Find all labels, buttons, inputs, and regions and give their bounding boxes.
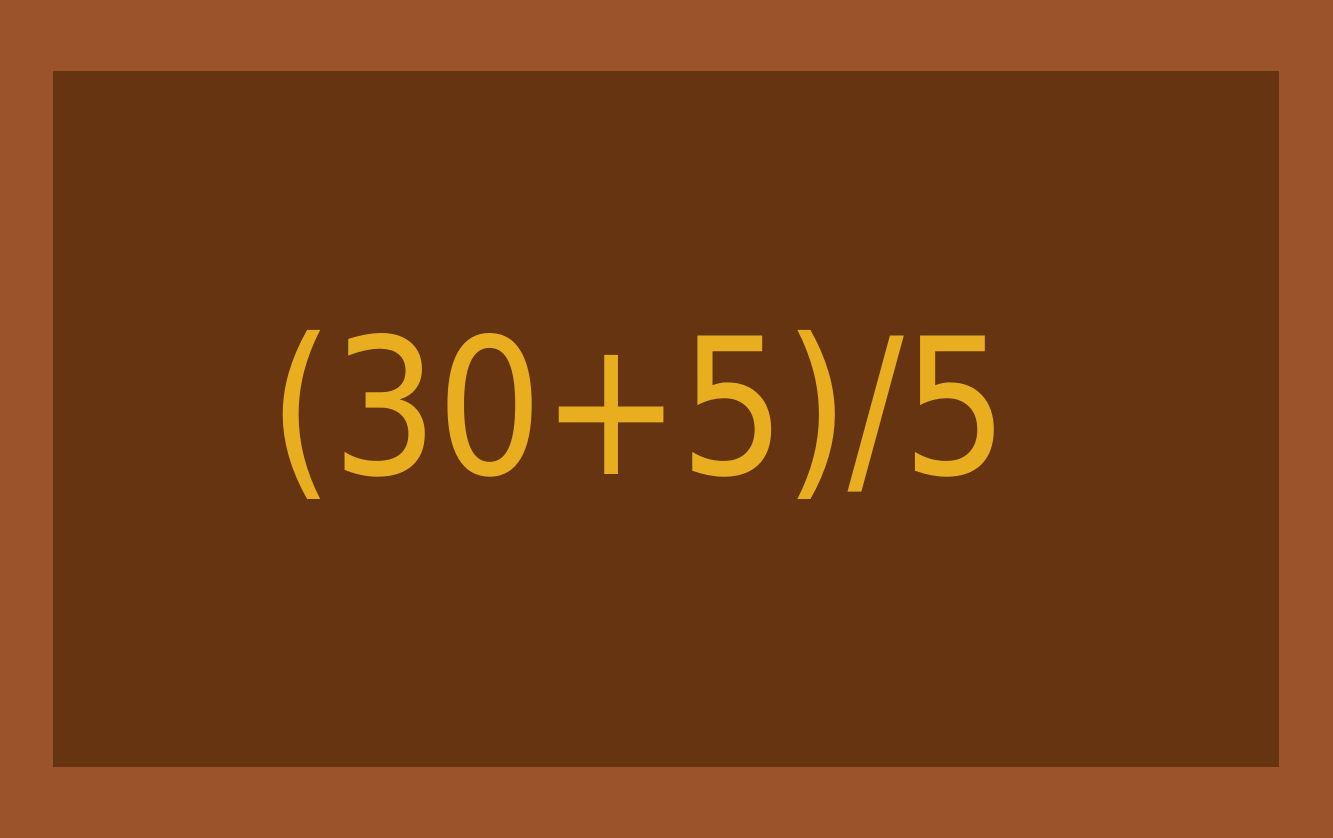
math-expression: (30+5)/5 — [267, 298, 1008, 519]
chalkboard-panel: (30+5)/5 — [53, 71, 1279, 767]
